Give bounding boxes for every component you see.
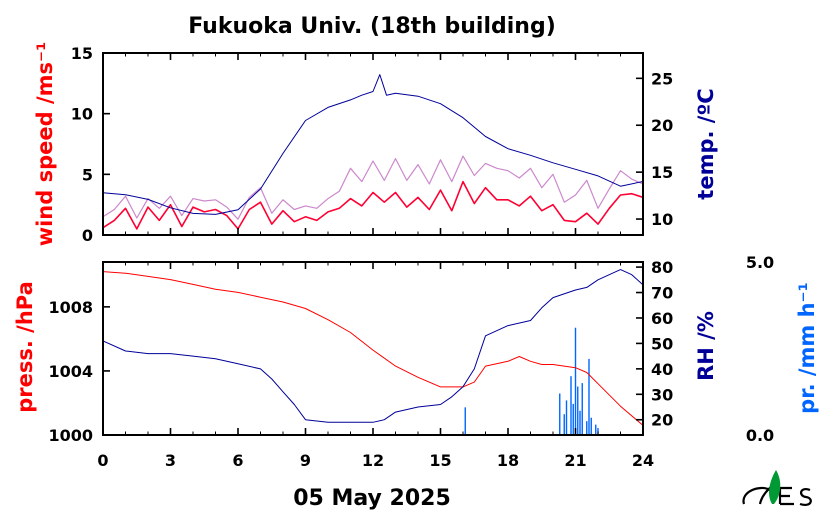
pressure-line — [102, 271, 644, 426]
x-axis-date-label: 05 May 2025 — [293, 486, 451, 511]
wind-speed-tick-label: 15 — [71, 44, 93, 63]
relative-humidity-tick-label: 30 — [651, 385, 673, 404]
pressure-axis-label: press. /hPa — [13, 281, 37, 413]
relative-humidity-line — [102, 269, 644, 423]
x-tick-label: 15 — [429, 451, 451, 470]
temperature-tick-label: 15 — [651, 163, 673, 182]
precipitation-tick-label: 0.0 — [746, 426, 774, 445]
relative-humidity-axis-label: RH /% — [694, 311, 718, 381]
x-tick-label: 18 — [497, 451, 519, 470]
wind-gust-line — [102, 155, 644, 220]
wind-speed-tick-label: 0 — [82, 226, 93, 245]
pressure-tick-label: 1004 — [48, 362, 93, 381]
relative-humidity-tick-label: 60 — [651, 309, 673, 328]
precipitation-axis-label: pr. /mm h⁻¹ — [795, 282, 819, 414]
top-plot-frame — [102, 52, 644, 236]
temperature-tick-label: 10 — [651, 210, 673, 229]
wind-speed-axis-label: wind speed /ms⁻¹ — [33, 42, 57, 247]
wind-speed-line — [102, 180, 644, 230]
x-tick-label: 12 — [362, 451, 384, 470]
pressure-tick-label: 1000 — [48, 426, 93, 445]
x-tick-label: 9 — [300, 451, 311, 470]
top-panel: 0 5 10 15 10 15 20 25 wind speed /ms⁻¹ temp. /º… — [33, 42, 718, 247]
relative-humidity-tick-label: 40 — [651, 360, 673, 379]
temperature-line — [102, 74, 644, 215]
fukuoka-univ-logo — [742, 470, 812, 506]
relative-humidity-tick-label: 80 — [651, 258, 673, 277]
x-tick-label: 0 — [97, 451, 108, 470]
x-tick-label: 21 — [564, 451, 586, 470]
temperature-axis-label: temp. /ºC — [694, 88, 718, 199]
x-tick-label: 3 — [165, 451, 176, 470]
temperature-tick-label: 25 — [651, 69, 673, 88]
relative-humidity-tick-label: 70 — [651, 284, 673, 303]
pressure-tick-label: 1008 — [48, 298, 93, 317]
chart-title: Fukuoka Univ. (18th building) — [188, 14, 556, 39]
wind-speed-tick-label: 5 — [82, 165, 93, 184]
bottom-plot-frame — [102, 261, 644, 436]
precipitation-tick-label: 5.0 — [746, 253, 774, 272]
x-tick-label: 24 — [632, 451, 654, 470]
temperature-tick-label: 20 — [651, 116, 673, 135]
relative-humidity-tick-label: 20 — [651, 411, 673, 430]
relative-humidity-tick-label: 50 — [651, 334, 673, 353]
wind-speed-tick-label: 10 — [71, 105, 93, 124]
x-tick-label: 6 — [232, 451, 243, 470]
bottom-panel: 0 3 6 9 12 15 18 21 24 1000 1004 1008 20 30 40 50 60 70 80… — [13, 253, 819, 470]
